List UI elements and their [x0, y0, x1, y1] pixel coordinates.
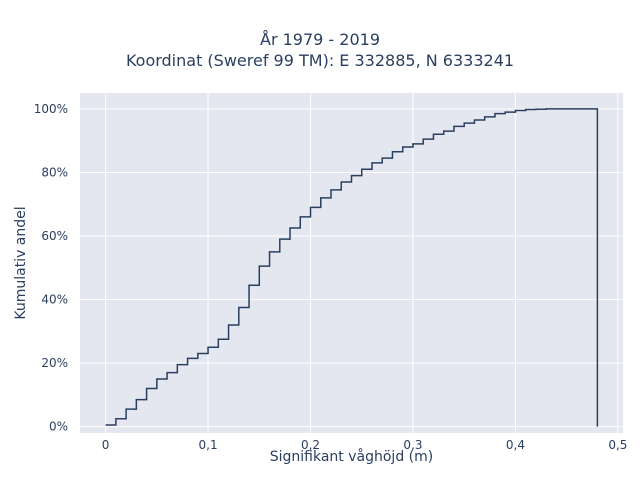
x-tick-label: 0,4 — [506, 438, 525, 452]
y-tick-label: 100% — [34, 102, 68, 116]
chart-subtitle: Koordinat (Sweref 99 TM): E 332885, N 63… — [125, 51, 515, 70]
x-tick-label: 0,2 — [301, 438, 320, 452]
y-tick-label: 20% — [41, 356, 68, 370]
x-tick-label: 0,3 — [403, 438, 422, 452]
y-tick-label: 60% — [41, 229, 68, 243]
x-tick-label: 0,5 — [608, 438, 627, 452]
axis-ticks: 0 0,1 0,2 0,3 0,4 0,5 0% 20% 40% 60% 80% 100% — [34, 102, 628, 452]
chart-title: År 1979 - 2019 — [260, 30, 380, 49]
y-tick-label: 80% — [41, 165, 68, 179]
x-tick-label: 0 — [102, 438, 110, 452]
y-tick-label: 40% — [41, 293, 68, 307]
y-tick-label: 0% — [49, 420, 68, 434]
plot-area — [80, 93, 623, 433]
x-tick-label: 0,1 — [199, 438, 218, 452]
x-axis-label: Signifikant våghöjd (m) — [270, 448, 433, 465]
y-axis-label: Kumulativ andel — [13, 206, 29, 319]
grid — [80, 93, 623, 433]
series-line — [105, 108, 599, 427]
